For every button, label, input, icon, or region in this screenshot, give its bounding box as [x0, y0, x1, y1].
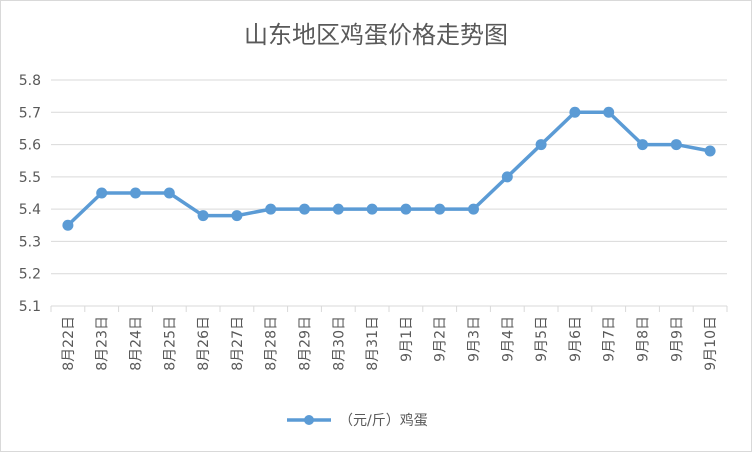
data-point [670, 139, 682, 151]
data-point [332, 203, 344, 215]
data-point [265, 203, 277, 215]
y-tick-label: 5.8 [19, 73, 41, 89]
y-axis: 5.1 5.2 5.3 5.4 5.5 5.6 5.7 5.8 [19, 73, 41, 315]
grid-lines [51, 79, 727, 307]
x-tick-label: 9月2日 [433, 316, 449, 362]
y-tick-label: 5.7 [19, 105, 41, 121]
x-tick-label: 8月26日 [196, 316, 212, 371]
x-tick-label: 8月28日 [264, 316, 280, 371]
x-tick-label: 8月30日 [331, 316, 347, 371]
x-tick-label: 8月29日 [298, 316, 314, 371]
x-tick-label: 8月25日 [162, 316, 178, 371]
data-point [434, 203, 446, 215]
data-point [501, 171, 513, 183]
data-point [468, 203, 479, 215]
data-point [163, 187, 175, 199]
x-axis: 8月22日 8月23日 8月24日 8月25日 8月26日 8月27日 8月28日 8月29日… [50, 306, 728, 371]
data-point [299, 203, 310, 215]
x-tick-label: 9月3日 [467, 316, 483, 362]
legend-marker-swatch [304, 415, 314, 425]
data-point [603, 106, 615, 118]
data-point [569, 106, 581, 118]
x-tick-label: 9月8日 [636, 316, 652, 362]
y-tick-label: 5.3 [19, 234, 41, 250]
x-tick-label: 9月1日 [399, 316, 415, 362]
legend-label: （元/斤）鸡蛋 [339, 412, 428, 429]
data-point [637, 139, 648, 151]
legend: （元/斤）鸡蛋 [287, 412, 428, 429]
data-point [535, 139, 547, 151]
x-tick-label: 9月10日 [703, 316, 719, 371]
y-tick-label: 5.1 [19, 299, 41, 315]
x-tick-label: 9月9日 [669, 316, 685, 362]
x-tick-label: 9月5日 [534, 316, 550, 362]
x-tick-label: 9月7日 [602, 316, 618, 362]
series-layer [62, 106, 716, 231]
data-point [231, 210, 243, 222]
data-point [130, 187, 141, 199]
x-tick-label: 8月24日 [129, 316, 145, 371]
x-tick-label: 8月31日 [365, 316, 381, 371]
data-point [400, 203, 412, 215]
x-tick-label: 9月4日 [500, 316, 516, 362]
y-tick-label: 5.6 [19, 138, 41, 154]
y-tick-label: 5.4 [19, 202, 41, 218]
data-point [62, 219, 74, 231]
y-tick-label: 5.2 [19, 267, 41, 283]
series-line [66, 110, 711, 227]
x-tick-label: 8月23日 [95, 316, 111, 371]
x-tick-label: 8月22日 [61, 316, 77, 371]
data-point [704, 145, 716, 157]
y-tick-label: 5.5 [19, 170, 41, 186]
data-point [197, 210, 209, 222]
data-point [366, 203, 378, 215]
data-point [96, 187, 108, 199]
x-tick-label: 8月27日 [230, 316, 246, 371]
x-tick-label: 9月6日 [568, 316, 584, 362]
chart-title: 山东地区鸡蛋价格走势图 [244, 21, 508, 49]
